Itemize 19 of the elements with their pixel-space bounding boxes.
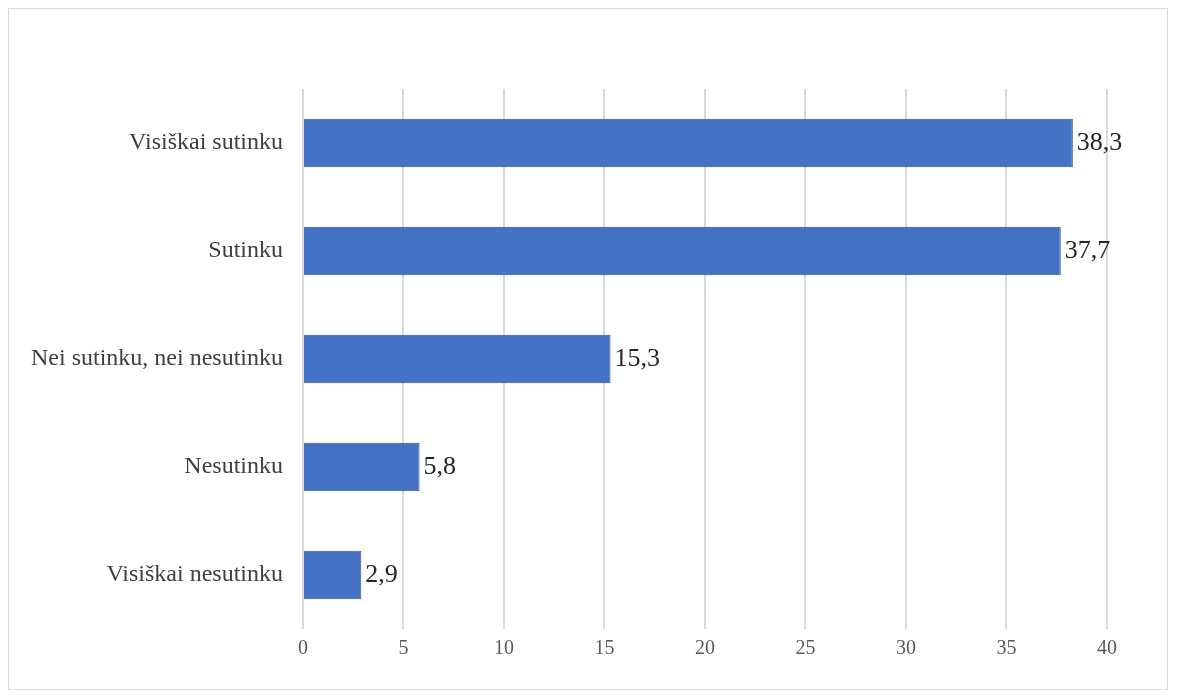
y-tick-label: Nei sutinku, nei nesutinku [30,344,283,371]
y-tick-label: Visiškai nesutinku [106,560,283,587]
data-label: 5,8 [423,450,457,480]
x-tick-label: 35 [996,636,1017,659]
data-label: 15,3 [614,342,661,372]
x-tick-label: 0 [297,636,308,659]
x-tick-label: 25 [795,636,816,659]
x-tick-label: 10 [493,636,514,659]
x-tick-label: 15 [594,636,615,659]
x-tick-label: 30 [895,636,916,659]
y-tick-label: Visiškai sutinku [129,128,283,155]
y-tick-label: Sutinku [208,236,283,263]
x-tick-label: 40 [1097,636,1117,659]
data-label: 37,7 [1064,234,1111,264]
y-tick-label: Nesutinku [184,452,283,479]
data-label: 38,3 [1076,126,1123,156]
data-label: 2,9 [365,558,398,588]
x-tick-label: 20 [694,636,715,659]
x-tick-label: 5 [398,636,409,659]
